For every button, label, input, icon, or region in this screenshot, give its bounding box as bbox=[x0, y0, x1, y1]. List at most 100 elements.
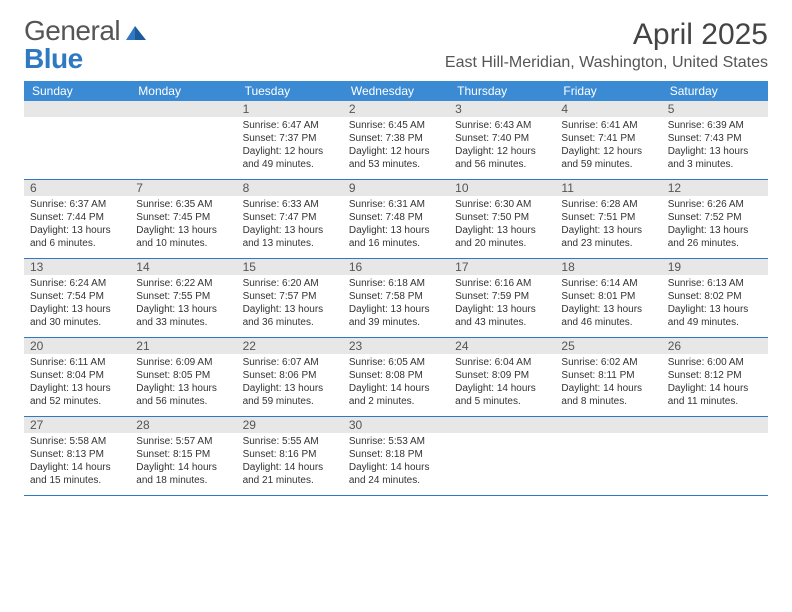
sunset-text: Sunset: 7:41 PM bbox=[561, 132, 655, 145]
daylight-text: Daylight: 13 hours and 16 minutes. bbox=[349, 224, 443, 250]
weekday-header: Sunday bbox=[24, 81, 130, 101]
day-number: 26 bbox=[662, 338, 768, 354]
day-body bbox=[24, 117, 130, 123]
day-number: 17 bbox=[449, 259, 555, 275]
logo: General Blue bbox=[24, 18, 120, 75]
day-number bbox=[24, 101, 130, 117]
day-number: 22 bbox=[237, 338, 343, 354]
daylight-text: Daylight: 14 hours and 11 minutes. bbox=[668, 382, 762, 408]
day-number: 11 bbox=[555, 180, 661, 196]
day-body bbox=[449, 433, 555, 439]
day-body: Sunrise: 5:57 AMSunset: 8:15 PMDaylight:… bbox=[130, 433, 236, 491]
weekday-header: Monday bbox=[130, 81, 236, 101]
sunset-text: Sunset: 7:40 PM bbox=[455, 132, 549, 145]
sunrise-text: Sunrise: 6:31 AM bbox=[349, 198, 443, 211]
daylight-text: Daylight: 14 hours and 8 minutes. bbox=[561, 382, 655, 408]
day-cell: 20Sunrise: 6:11 AMSunset: 8:04 PMDayligh… bbox=[24, 338, 130, 416]
day-number: 5 bbox=[662, 101, 768, 117]
day-cell: 15Sunrise: 6:20 AMSunset: 7:57 PMDayligh… bbox=[237, 259, 343, 337]
sunrise-text: Sunrise: 6:24 AM bbox=[30, 277, 124, 290]
sunrise-text: Sunrise: 6:09 AM bbox=[136, 356, 230, 369]
sunset-text: Sunset: 7:43 PM bbox=[668, 132, 762, 145]
day-number: 16 bbox=[343, 259, 449, 275]
daylight-text: Daylight: 14 hours and 5 minutes. bbox=[455, 382, 549, 408]
sunset-text: Sunset: 8:11 PM bbox=[561, 369, 655, 382]
day-body: Sunrise: 5:53 AMSunset: 8:18 PMDaylight:… bbox=[343, 433, 449, 491]
sunrise-text: Sunrise: 6:47 AM bbox=[243, 119, 337, 132]
day-body: Sunrise: 6:45 AMSunset: 7:38 PMDaylight:… bbox=[343, 117, 449, 175]
sunrise-text: Sunrise: 6:45 AM bbox=[349, 119, 443, 132]
daylight-text: Daylight: 12 hours and 49 minutes. bbox=[243, 145, 337, 171]
day-cell: 1Sunrise: 6:47 AMSunset: 7:37 PMDaylight… bbox=[237, 101, 343, 179]
sunset-text: Sunset: 8:04 PM bbox=[30, 369, 124, 382]
day-cell: 12Sunrise: 6:26 AMSunset: 7:52 PMDayligh… bbox=[662, 180, 768, 258]
week-row: 27Sunrise: 5:58 AMSunset: 8:13 PMDayligh… bbox=[24, 417, 768, 496]
day-cell: 4Sunrise: 6:41 AMSunset: 7:41 PMDaylight… bbox=[555, 101, 661, 179]
sunrise-text: Sunrise: 6:16 AM bbox=[455, 277, 549, 290]
sunrise-text: Sunrise: 5:53 AM bbox=[349, 435, 443, 448]
day-number: 28 bbox=[130, 417, 236, 433]
daylight-text: Daylight: 14 hours and 2 minutes. bbox=[349, 382, 443, 408]
day-body: Sunrise: 6:47 AMSunset: 7:37 PMDaylight:… bbox=[237, 117, 343, 175]
sunrise-text: Sunrise: 6:39 AM bbox=[668, 119, 762, 132]
day-cell bbox=[662, 417, 768, 495]
location-label: East Hill-Meridian, Washington, United S… bbox=[445, 54, 768, 72]
sunrise-text: Sunrise: 6:20 AM bbox=[243, 277, 337, 290]
daylight-text: Daylight: 13 hours and 26 minutes. bbox=[668, 224, 762, 250]
day-number: 1 bbox=[237, 101, 343, 117]
day-number: 23 bbox=[343, 338, 449, 354]
daylight-text: Daylight: 13 hours and 36 minutes. bbox=[243, 303, 337, 329]
sunset-text: Sunset: 7:50 PM bbox=[455, 211, 549, 224]
weeks-container: 1Sunrise: 6:47 AMSunset: 7:37 PMDaylight… bbox=[24, 101, 768, 496]
sunset-text: Sunset: 8:13 PM bbox=[30, 448, 124, 461]
day-number: 15 bbox=[237, 259, 343, 275]
day-number bbox=[449, 417, 555, 433]
day-cell: 29Sunrise: 5:55 AMSunset: 8:16 PMDayligh… bbox=[237, 417, 343, 495]
daylight-text: Daylight: 14 hours and 18 minutes. bbox=[136, 461, 230, 487]
daylight-text: Daylight: 13 hours and 52 minutes. bbox=[30, 382, 124, 408]
sunset-text: Sunset: 7:59 PM bbox=[455, 290, 549, 303]
day-number bbox=[130, 101, 236, 117]
daylight-text: Daylight: 13 hours and 6 minutes. bbox=[30, 224, 124, 250]
day-number: 7 bbox=[130, 180, 236, 196]
day-number: 10 bbox=[449, 180, 555, 196]
day-number: 2 bbox=[343, 101, 449, 117]
weekday-header: Thursday bbox=[449, 81, 555, 101]
day-number: 6 bbox=[24, 180, 130, 196]
weekday-header-row: Sunday Monday Tuesday Wednesday Thursday… bbox=[24, 81, 768, 101]
day-body: Sunrise: 6:14 AMSunset: 8:01 PMDaylight:… bbox=[555, 275, 661, 333]
day-body: Sunrise: 6:28 AMSunset: 7:51 PMDaylight:… bbox=[555, 196, 661, 254]
daylight-text: Daylight: 13 hours and 13 minutes. bbox=[243, 224, 337, 250]
sunrise-text: Sunrise: 5:57 AM bbox=[136, 435, 230, 448]
day-cell bbox=[449, 417, 555, 495]
daylight-text: Daylight: 13 hours and 56 minutes. bbox=[136, 382, 230, 408]
day-body: Sunrise: 6:20 AMSunset: 7:57 PMDaylight:… bbox=[237, 275, 343, 333]
title-block: April 2025 East Hill-Meridian, Washingto… bbox=[445, 18, 768, 72]
daylight-text: Daylight: 12 hours and 53 minutes. bbox=[349, 145, 443, 171]
sunrise-text: Sunrise: 6:04 AM bbox=[455, 356, 549, 369]
sunset-text: Sunset: 7:45 PM bbox=[136, 211, 230, 224]
sunset-text: Sunset: 8:09 PM bbox=[455, 369, 549, 382]
daylight-text: Daylight: 13 hours and 23 minutes. bbox=[561, 224, 655, 250]
day-number: 18 bbox=[555, 259, 661, 275]
day-number: 21 bbox=[130, 338, 236, 354]
day-number: 9 bbox=[343, 180, 449, 196]
daylight-text: Daylight: 13 hours and 46 minutes. bbox=[561, 303, 655, 329]
daylight-text: Daylight: 14 hours and 24 minutes. bbox=[349, 461, 443, 487]
sunset-text: Sunset: 7:47 PM bbox=[243, 211, 337, 224]
daylight-text: Daylight: 13 hours and 49 minutes. bbox=[668, 303, 762, 329]
week-row: 13Sunrise: 6:24 AMSunset: 7:54 PMDayligh… bbox=[24, 259, 768, 338]
day-number: 27 bbox=[24, 417, 130, 433]
sunset-text: Sunset: 7:52 PM bbox=[668, 211, 762, 224]
day-body: Sunrise: 6:02 AMSunset: 8:11 PMDaylight:… bbox=[555, 354, 661, 412]
day-body: Sunrise: 6:00 AMSunset: 8:12 PMDaylight:… bbox=[662, 354, 768, 412]
day-body: Sunrise: 6:35 AMSunset: 7:45 PMDaylight:… bbox=[130, 196, 236, 254]
day-cell bbox=[24, 101, 130, 179]
day-cell: 11Sunrise: 6:28 AMSunset: 7:51 PMDayligh… bbox=[555, 180, 661, 258]
daylight-text: Daylight: 13 hours and 3 minutes. bbox=[668, 145, 762, 171]
day-cell: 7Sunrise: 6:35 AMSunset: 7:45 PMDaylight… bbox=[130, 180, 236, 258]
day-body: Sunrise: 6:26 AMSunset: 7:52 PMDaylight:… bbox=[662, 196, 768, 254]
daylight-text: Daylight: 14 hours and 21 minutes. bbox=[243, 461, 337, 487]
sunrise-text: Sunrise: 6:26 AM bbox=[668, 198, 762, 211]
day-body: Sunrise: 6:07 AMSunset: 8:06 PMDaylight:… bbox=[237, 354, 343, 412]
